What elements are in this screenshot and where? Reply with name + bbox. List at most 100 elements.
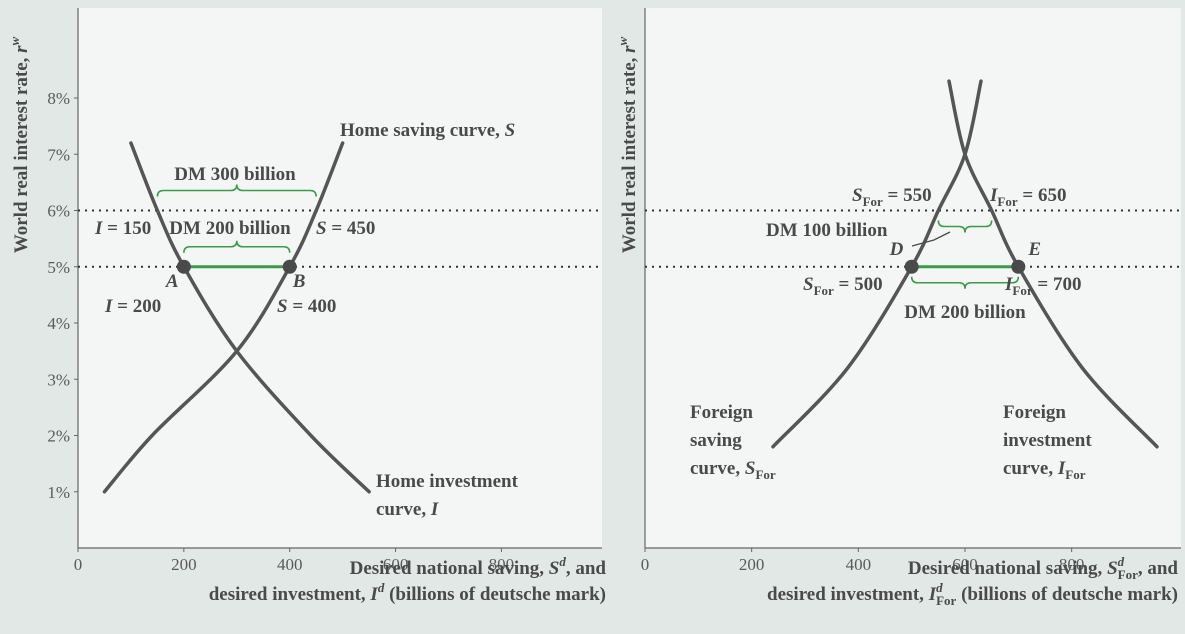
- curve: [129, 141, 371, 494]
- x-tick-label: 200: [739, 555, 765, 574]
- text-segment: Home investment: [376, 471, 519, 492]
- text-segment: desired investment,: [209, 584, 371, 605]
- text-segment: , and: [1138, 558, 1179, 579]
- x-tick-label: 200: [171, 555, 197, 574]
- text-segment: investment: [1003, 430, 1092, 451]
- point: [1011, 259, 1026, 274]
- text-segment: DM 200 billion: [169, 218, 291, 239]
- curve: [771, 79, 983, 449]
- text-segment: Desired national saving,: [350, 558, 549, 579]
- text-segment: r: [619, 45, 640, 53]
- text-segment: d: [936, 580, 943, 595]
- y-tick-label: 3%: [47, 370, 70, 389]
- text-segment: For: [1065, 467, 1085, 482]
- x-tick-label: 600: [952, 555, 978, 574]
- text-segment: World real interest rate,: [619, 53, 640, 253]
- text-segment: saving: [690, 430, 742, 451]
- text-segment: = 500: [834, 274, 883, 295]
- text-segment: , and: [566, 558, 607, 579]
- annotation: SFor = 550: [852, 185, 932, 209]
- y-tick-label: 2%: [47, 427, 70, 446]
- x-tick-label: 400: [846, 555, 872, 574]
- curve: [102, 141, 345, 494]
- text-segment: I: [104, 296, 113, 317]
- text-segment: I: [430, 499, 439, 520]
- x-axis-label: Desired national saving, Sd For, and: [908, 554, 1179, 582]
- text-segment: S: [852, 185, 863, 206]
- text-segment: w: [615, 36, 630, 45]
- text-segment: I: [928, 584, 937, 605]
- text-segment: r: [11, 45, 32, 53]
- point-label: A: [165, 271, 179, 292]
- x-axis-label: desired investment, Id (billions of deut…: [209, 580, 606, 605]
- point: [282, 259, 297, 274]
- point-label: D: [889, 239, 904, 260]
- point: [176, 259, 191, 274]
- x-axis-label: Desired national saving, Sd, and: [350, 554, 607, 579]
- brace: [937, 220, 993, 233]
- text-segment: DM 100 billion: [766, 220, 888, 241]
- text-segment: For: [936, 593, 956, 608]
- text-segment: d: [378, 580, 385, 595]
- y-tick-label: 7%: [47, 145, 70, 164]
- text-segment: curve,: [376, 499, 431, 520]
- annotation: IFor = 650: [989, 185, 1066, 209]
- point-label: E: [1027, 239, 1041, 260]
- x-tick-label: 800: [1059, 555, 1085, 574]
- text-segment: (billions of deutsche mark): [956, 584, 1178, 605]
- annotation: I = 200: [104, 296, 161, 317]
- text-segment: For: [1118, 567, 1138, 582]
- annotation: saving: [690, 430, 742, 451]
- text-segment: I: [989, 185, 998, 206]
- annotation: curve, I: [376, 499, 439, 520]
- text-segment: For: [755, 467, 775, 482]
- y-tick-label: 8%: [47, 89, 70, 108]
- text-segment: desired investment,: [767, 584, 929, 605]
- text-segment: = 150: [102, 218, 151, 239]
- x-tick-label: 0: [74, 555, 83, 574]
- annotation: curve, SFor: [690, 458, 776, 482]
- brace: [156, 184, 317, 197]
- text-segment: = 700: [1033, 274, 1082, 295]
- text-segment: For: [814, 283, 834, 298]
- y-tick-label: 5%: [47, 258, 70, 277]
- text-segment: Foreign: [690, 402, 753, 423]
- text-segment: S: [277, 296, 288, 317]
- text-segment: For: [863, 194, 883, 209]
- y-tick-label: 1%: [47, 483, 70, 502]
- x-tick-label: 400: [277, 555, 303, 574]
- annotation: S = 400: [277, 296, 336, 317]
- text-segment: World real interest rate,: [11, 53, 32, 253]
- annotation: I = 150: [94, 218, 151, 239]
- annotation: IFor = 700: [1004, 274, 1081, 298]
- text-segment: = 400: [288, 296, 337, 317]
- annotation: DM 300 billion: [174, 164, 296, 185]
- text-segment: Desired national saving,: [908, 558, 1107, 579]
- text-segment: Foreign: [1003, 402, 1066, 423]
- annotation: Home saving curve, S: [340, 120, 515, 141]
- x-axis-label: desired investment, Id For (billions of d…: [767, 580, 1178, 608]
- text-segment: I: [94, 218, 103, 239]
- text-segment: S: [1107, 558, 1118, 579]
- annotation: DM 200 billion: [169, 218, 291, 239]
- text-segment: = 650: [1018, 185, 1067, 206]
- annotation: investment: [1003, 430, 1092, 451]
- text-segment: DM 200 billion: [904, 302, 1026, 323]
- text-segment: = 550: [883, 185, 932, 206]
- y-tick-label: 4%: [47, 314, 70, 333]
- text-segment: d: [559, 554, 566, 569]
- text-segment: S: [745, 458, 756, 479]
- annotation: Foreign: [690, 402, 753, 423]
- text-segment: curve,: [690, 458, 745, 479]
- annotation: curve, IFor: [1003, 458, 1086, 482]
- text-segment: For: [997, 194, 1017, 209]
- annotation: DM 200 billion: [904, 302, 1026, 323]
- brace: [910, 276, 1020, 289]
- point-label: B: [292, 271, 306, 292]
- pointer: [911, 231, 951, 247]
- text-segment: S: [549, 558, 560, 579]
- text-segment: For: [1012, 283, 1032, 298]
- x-tick-label: 800: [489, 555, 515, 574]
- y-axis-label: World real interest rate, rw: [7, 36, 32, 253]
- text-segment: I: [1057, 458, 1066, 479]
